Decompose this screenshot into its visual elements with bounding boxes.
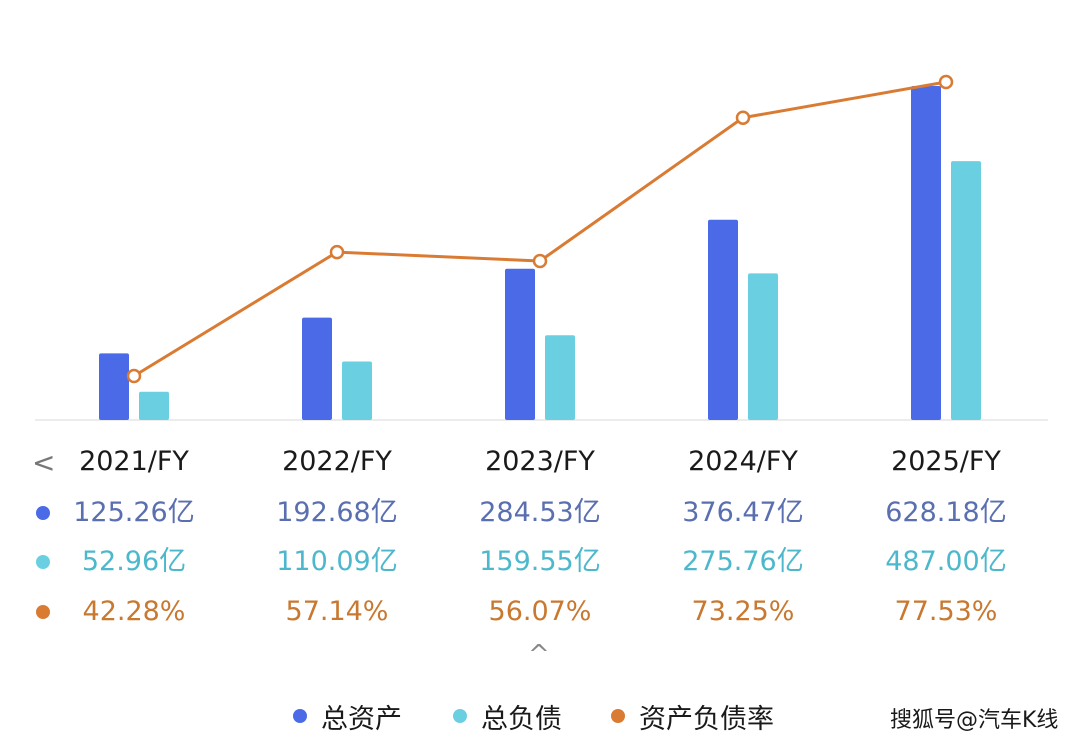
total-liabilities-value: 159.55亿 [479, 546, 601, 577]
debt-ratio-point-0[interactable] [126, 368, 142, 384]
total-assets-bar-0[interactable] [99, 353, 129, 420]
total-liabilities-bar-4[interactable] [951, 161, 981, 420]
legend-label: 资产负债率 [639, 703, 774, 735]
debt-ratio-point-3[interactable] [735, 110, 751, 125]
total-liabilities-bar-2[interactable] [545, 335, 575, 420]
line-group [126, 74, 954, 384]
total-assets-value: 628.18亿 [885, 497, 1007, 528]
legend-label: 总负债 [481, 703, 562, 735]
bars-group [99, 86, 981, 420]
total-assets-bar-3[interactable] [708, 219, 738, 420]
total-liabilities-row: 52.96亿 110.09亿 159.55亿 275.76亿 487.00亿 [0, 539, 1080, 585]
legend-dot-icon [293, 709, 307, 723]
total-liabilities-bar-1[interactable] [342, 361, 372, 421]
debt-ratio-line [133, 80, 947, 378]
total-liabilities-value: 52.96亿 [81, 546, 187, 577]
category-label[interactable]: 2023/FY [485, 446, 595, 477]
debt-ratio-point-1[interactable] [329, 244, 345, 260]
category-label[interactable]: 2021/FY [79, 446, 189, 477]
legend-dot-icon [453, 709, 467, 723]
legend-item-debt-ratio[interactable]: 资产负债率 [611, 696, 774, 736]
total-assets-row: 125.26亿 192.68亿 284.53亿 376.47亿 628.18亿 [0, 490, 1080, 536]
total-liabilities-value: 487.00亿 [885, 546, 1007, 577]
total-assets-bar-2[interactable] [505, 268, 535, 420]
total-assets-value: 284.53亿 [479, 497, 601, 528]
year-row: 2021/FY 2022/FY 2023/FY 2024/FY 2025/FY [0, 439, 1080, 485]
total-assets-bar-4[interactable] [911, 86, 941, 420]
total-assets-value: 125.26亿 [73, 497, 195, 528]
total-assets-dot-icon [36, 506, 50, 520]
legend-item-total-assets[interactable]: 总资产 [293, 696, 402, 736]
chevron-up-icon[interactable]: ^ [528, 640, 550, 670]
total-liabilities-value: 110.09亿 [276, 546, 398, 577]
total-assets-value: 192.68亿 [276, 497, 398, 528]
debt-ratio-value: 42.28% [82, 596, 186, 627]
debt-ratio-point-2[interactable] [532, 253, 548, 269]
total-liabilities-dot-icon [36, 555, 50, 569]
legend-dot-icon [611, 709, 625, 723]
watermark-text: 搜狐号@汽车K线 [890, 708, 1059, 733]
total-liabilities-bar-0[interactable] [139, 391, 169, 420]
total-assets-value: 376.47亿 [682, 497, 804, 528]
debt-ratio-point-4[interactable] [938, 74, 954, 90]
legend-label: 总资产 [321, 703, 402, 735]
legend: 总资产 总负债 资产负债率 [0, 696, 1080, 736]
category-label[interactable]: 2022/FY [282, 446, 392, 477]
debt-ratio-row: 42.28% 57.14% 56.07% 73.25% 77.53% [0, 589, 1080, 635]
category-label[interactable]: 2024/FY [688, 446, 798, 477]
debt-ratio-dot-icon [36, 605, 50, 619]
legend-item-total-liabilities[interactable]: 总负债 [453, 696, 562, 736]
total-assets-bar-1[interactable] [302, 317, 332, 420]
chevron-left-icon[interactable]: < [32, 446, 56, 479]
debt-ratio-value: 57.14% [285, 596, 389, 627]
total-liabilities-bar-3[interactable] [748, 273, 778, 420]
debt-ratio-value: 56.07% [488, 596, 592, 627]
debt-ratio-value: 73.25% [691, 596, 795, 627]
category-label[interactable]: 2025/FY [891, 446, 1001, 477]
debt-ratio-value: 77.53% [894, 596, 998, 627]
total-liabilities-value: 275.76亿 [682, 546, 804, 577]
